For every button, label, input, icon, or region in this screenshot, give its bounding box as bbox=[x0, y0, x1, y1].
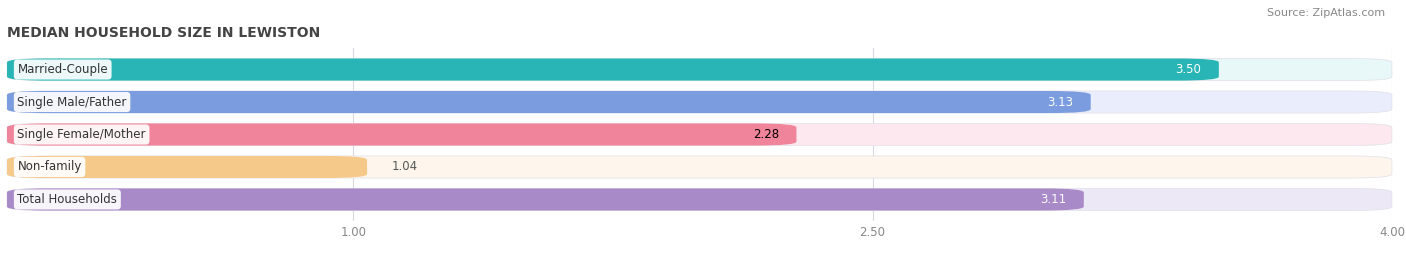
FancyBboxPatch shape bbox=[7, 188, 1392, 211]
FancyBboxPatch shape bbox=[7, 188, 1084, 211]
Text: 3.13: 3.13 bbox=[1047, 95, 1073, 108]
FancyBboxPatch shape bbox=[7, 156, 1392, 178]
FancyBboxPatch shape bbox=[7, 91, 1392, 113]
Text: MEDIAN HOUSEHOLD SIZE IN LEWISTON: MEDIAN HOUSEHOLD SIZE IN LEWISTON bbox=[7, 26, 321, 40]
Text: 1.04: 1.04 bbox=[391, 161, 418, 174]
Text: Single Female/Mother: Single Female/Mother bbox=[17, 128, 146, 141]
FancyBboxPatch shape bbox=[7, 123, 796, 146]
FancyBboxPatch shape bbox=[7, 58, 1392, 81]
FancyBboxPatch shape bbox=[7, 91, 1091, 113]
FancyBboxPatch shape bbox=[7, 156, 367, 178]
Text: Married-Couple: Married-Couple bbox=[17, 63, 108, 76]
Text: 3.11: 3.11 bbox=[1040, 193, 1067, 206]
Text: 3.50: 3.50 bbox=[1175, 63, 1202, 76]
FancyBboxPatch shape bbox=[7, 58, 1219, 81]
Text: 2.28: 2.28 bbox=[754, 128, 779, 141]
Text: Source: ZipAtlas.com: Source: ZipAtlas.com bbox=[1267, 8, 1385, 18]
Text: Single Male/Father: Single Male/Father bbox=[17, 95, 127, 108]
Text: Non-family: Non-family bbox=[17, 161, 82, 174]
FancyBboxPatch shape bbox=[7, 123, 1392, 146]
Text: Total Households: Total Households bbox=[17, 193, 117, 206]
